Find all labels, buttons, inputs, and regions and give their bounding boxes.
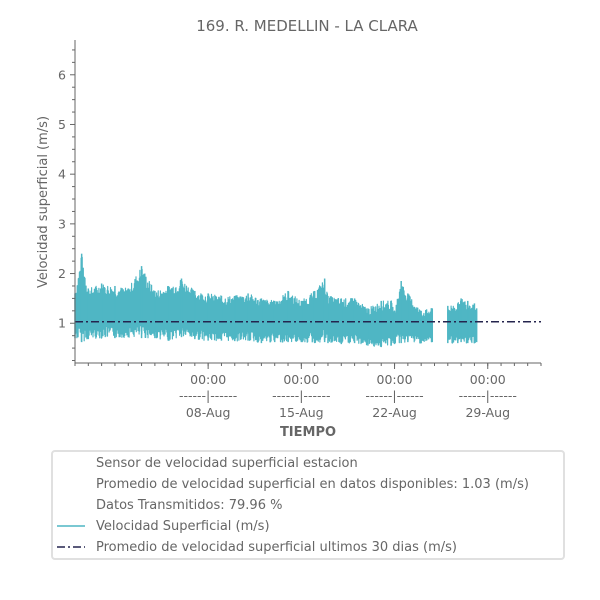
chart-title: 169. R. MEDELLIN - LA CLARA — [196, 17, 418, 35]
y-axis-label: Velocidad superficial (m/s) — [36, 116, 51, 288]
y-ticks: 1 2 3 4 5 6 — [58, 49, 75, 362]
x-axis-label: TIEMPO — [280, 425, 336, 440]
legend: Sensor de velocidad superficial estacion… — [51, 450, 565, 560]
x-tick-label: ------|------ — [459, 388, 517, 403]
x-tick-label: ------|------ — [272, 388, 330, 403]
x-tick-label: 22-Aug — [372, 405, 417, 420]
y-tick-label: 2 — [58, 266, 66, 281]
legend-entry-label: Datos Transmitidos: 79.96 % — [96, 498, 282, 513]
y-tick-label: 1 — [58, 316, 66, 331]
x-tick-label: 29-Aug — [465, 405, 510, 420]
legend-entry-label: Promedio de velocidad superficial en dat… — [96, 477, 529, 492]
x-tick-label: 00:00 — [470, 372, 506, 387]
legend-entry-label: Velocidad Superficial (m/s) — [96, 519, 270, 534]
x-tick-label: 08-Aug — [186, 405, 231, 420]
legend-frame — [51, 450, 565, 560]
x-tick-label: ------|------ — [179, 388, 237, 403]
x-ticks: 00:00------|------08-Aug00:00------|----… — [74, 363, 542, 420]
y-tick-label: 4 — [58, 167, 66, 182]
x-tick-label: 00:00 — [283, 372, 319, 387]
y-tick-label: 5 — [58, 117, 66, 132]
velocity-series-line-2 — [447, 299, 478, 344]
x-tick-label: 00:00 — [190, 372, 226, 387]
x-tick-label: ------|------ — [365, 388, 423, 403]
x-tick-label: 15-Aug — [279, 405, 324, 420]
legend-entry-label: Sensor de velocidad superficial estacion — [96, 456, 358, 471]
y-tick-label: 3 — [58, 216, 66, 231]
velocity-series-line — [74, 256, 433, 347]
y-tick-label: 6 — [58, 67, 66, 82]
legend-entry-label: Promedio de velocidad superficial ultimo… — [96, 540, 457, 555]
x-tick-label: 00:00 — [377, 372, 413, 387]
series-area — [74, 253, 478, 348]
